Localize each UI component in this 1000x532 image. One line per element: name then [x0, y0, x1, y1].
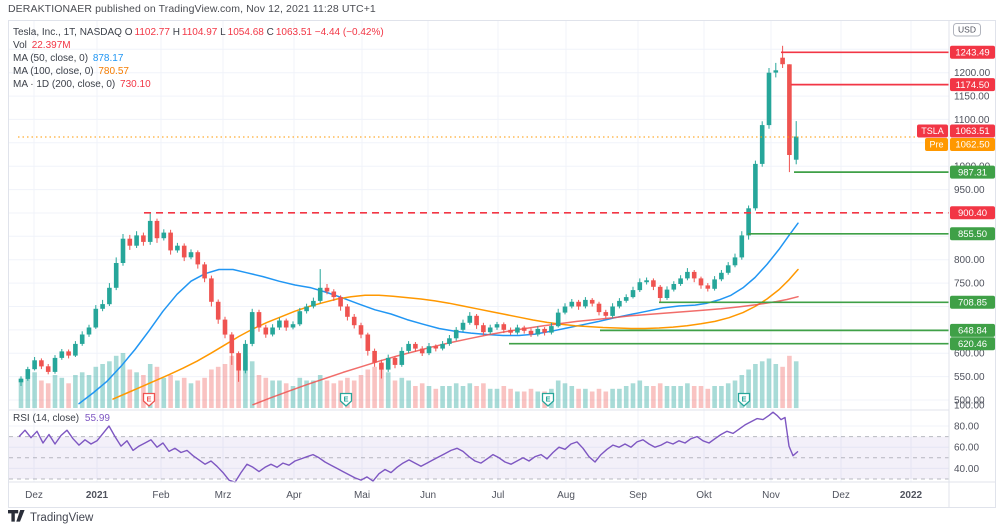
price-tag-pre: Pre [925, 138, 948, 151]
svg-text:Okt: Okt [696, 490, 712, 501]
svg-text:Feb: Feb [152, 490, 170, 501]
svg-text:100.00: 100.00 [954, 400, 985, 411]
ma50-value: 878.17 [92, 53, 124, 64]
rsi-value: 55.99 [84, 413, 110, 424]
ma200-value: 730.10 [120, 79, 151, 90]
price-axis-badge: 1243.49 [950, 45, 995, 59]
ohlc-open: O 1102.77 [124, 27, 170, 38]
svg-text:Nov: Nov [762, 490, 780, 501]
svg-text:TSLA: TSLA [921, 126, 944, 136]
price-axis-badge: 1062.50 [950, 138, 995, 151]
earnings-icon[interactable]: E [541, 392, 555, 407]
svg-text:708.85: 708.85 [958, 298, 987, 309]
svg-text:Dez: Dez [25, 490, 43, 501]
svg-text:620.46: 620.46 [958, 339, 987, 350]
svg-text:E: E [343, 395, 348, 404]
currency-button[interactable]: USD [953, 23, 981, 37]
ma100-value: 780.57 [98, 66, 129, 77]
svg-text:648.84: 648.84 [958, 326, 987, 337]
ma100-row: MA (100, close, 0) 780.57 [13, 66, 129, 77]
svg-text:E: E [741, 395, 746, 404]
price-axis-badge: 1174.50 [950, 78, 995, 92]
price-axis-badge: 648.84 [950, 323, 995, 337]
svg-text:1174.50: 1174.50 [956, 80, 990, 91]
ma200-row: MA · 1D (200, close, 0) 730.10 [13, 79, 151, 90]
price-axis-badge: 620.46 [950, 337, 995, 351]
earnings-icon[interactable]: E [339, 392, 353, 407]
svg-text:Mai: Mai [354, 490, 370, 501]
symbol-title: Tesla, Inc., 1T, NASDAQ [13, 27, 122, 38]
time-axis[interactable] [9, 482, 949, 507]
svg-text:750.00: 750.00 [954, 279, 985, 290]
price-axis[interactable] [949, 21, 995, 482]
svg-text:1063.51: 1063.51 [955, 126, 989, 137]
svg-text:Dez: Dez [832, 490, 850, 501]
svg-text:80.00: 80.00 [954, 422, 979, 433]
svg-text:Apr: Apr [286, 490, 302, 501]
chart-legend: Tesla, Inc., 1T, NASDAQ O 1102.77 H 1104.9… [13, 26, 384, 91]
svg-text:E: E [545, 395, 550, 404]
svg-text:Sep: Sep [629, 490, 647, 501]
svg-text:1100.00: 1100.00 [954, 115, 990, 126]
chart-card: EEEE1250.001200.001150.001100.001000.009… [8, 20, 996, 508]
ohlc-high: H 1104.97 [172, 27, 218, 38]
svg-text:500.00: 500.00 [954, 396, 985, 407]
svg-text:E: E [146, 395, 151, 404]
svg-text:950.00: 950.00 [954, 185, 985, 196]
price-axis-badge: 900.40 [950, 206, 995, 220]
svg-text:USD: USD [958, 25, 976, 35]
svg-text:1200.00: 1200.00 [954, 68, 991, 79]
publish-attribution: DERAKTIONAER published on TradingView.co… [8, 3, 376, 15]
svg-text:2021: 2021 [86, 490, 109, 501]
svg-text:Aug: Aug [557, 490, 575, 501]
svg-text:900.40: 900.40 [958, 208, 987, 219]
svg-text:2022: 2022 [900, 490, 923, 501]
svg-text:600.00: 600.00 [954, 349, 985, 360]
svg-text:1062.50: 1062.50 [955, 140, 989, 151]
volume-value: 22.397M [31, 40, 71, 51]
svg-text:60.00: 60.00 [954, 443, 979, 454]
svg-text:Mrz: Mrz [215, 490, 232, 501]
ohlc-close: C 1063.51 [266, 27, 312, 38]
earnings-icon[interactable]: E [737, 392, 751, 407]
svg-text:550.00: 550.00 [954, 372, 985, 383]
svg-text:800.00: 800.00 [954, 255, 985, 266]
tradingview-logo-text: TradingView [30, 511, 94, 524]
rsi-legend: RSI (14, close) 55.99 [13, 413, 110, 424]
earnings-icon[interactable]: E [142, 392, 156, 407]
price-tag-tsla: TSLA [917, 124, 948, 138]
change-value: −4.44 (−0.42%) [314, 27, 384, 38]
svg-text:Pre: Pre [929, 140, 943, 150]
svg-text:40.00: 40.00 [954, 464, 979, 475]
price-axis-badge: 987.31 [950, 165, 995, 179]
tradingview-logo[interactable]: TradingView [8, 510, 93, 525]
tradingview-logo-icon [8, 510, 25, 522]
symbol-row: Tesla, Inc., 1T, NASDAQ O 1102.77 H 1104.9… [13, 26, 384, 39]
svg-text:Jul: Jul [492, 490, 505, 501]
ohlc-low: L 1054.68 [220, 27, 264, 38]
price-axis-badge: 855.50 [950, 227, 995, 241]
price-axis-badge: 1063.51 [950, 124, 995, 138]
svg-text:1150.00: 1150.00 [954, 92, 990, 103]
svg-text:1243.49: 1243.49 [955, 48, 989, 59]
svg-text:987.31: 987.31 [958, 167, 987, 178]
svg-text:855.50: 855.50 [958, 229, 987, 240]
price-axis-badge: 708.85 [950, 295, 995, 309]
svg-text:Jun: Jun [420, 490, 436, 501]
ma50-row: MA (50, close, 0) 878.17 [13, 53, 124, 64]
volume-row: Vol 22.397M [13, 40, 71, 51]
